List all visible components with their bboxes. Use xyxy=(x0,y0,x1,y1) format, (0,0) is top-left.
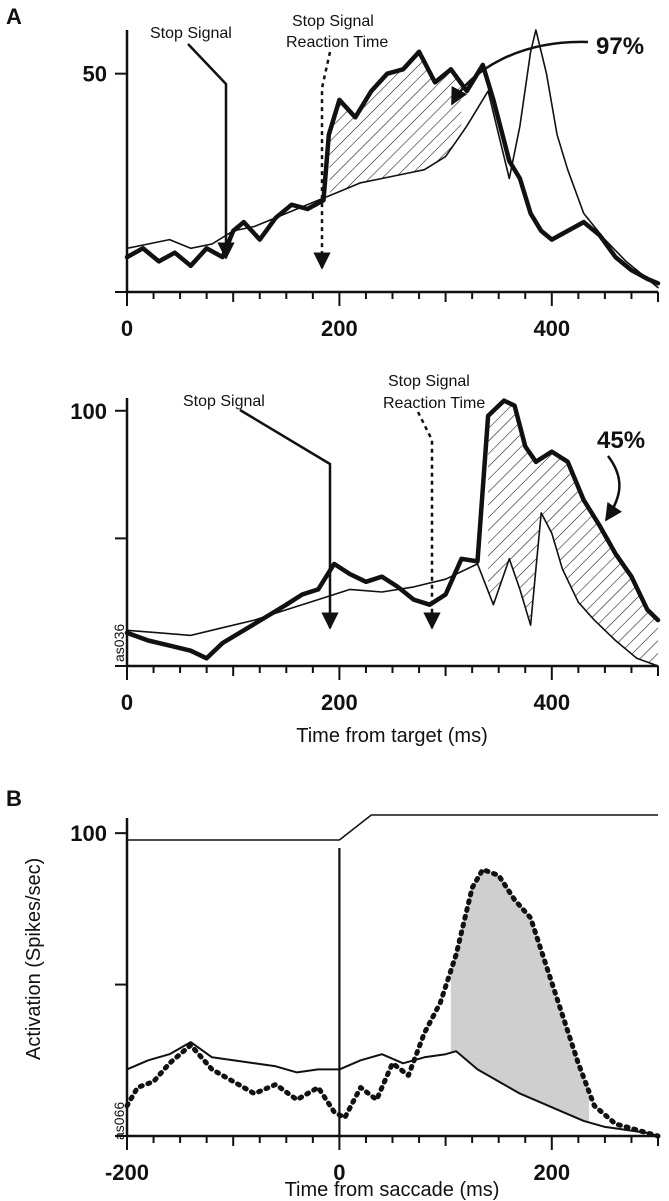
series-line-1 xyxy=(126,1041,659,1137)
percent-arrow xyxy=(604,455,623,522)
x-tick-label: 200 xyxy=(321,690,358,715)
y-tick-label: 100 xyxy=(70,821,107,846)
x-axis-title-b: Time from saccade (ms) xyxy=(285,1179,500,1201)
y-tick-label: 100 xyxy=(70,399,107,424)
panel-label-b: B xyxy=(6,786,22,811)
ssrt-label-a2-line1: Stop Signal xyxy=(388,373,470,390)
series-line-2 xyxy=(124,867,661,1139)
ssrt-arrow xyxy=(416,411,441,630)
shaded-area xyxy=(488,401,658,666)
cell-code-a: as036 xyxy=(111,624,127,662)
percent-label-a2: 45% xyxy=(597,427,645,454)
shaded-area xyxy=(450,869,589,1123)
series-line-2 xyxy=(126,512,659,667)
ssrt-label-a-line1: Stop Signal xyxy=(292,13,374,30)
stop-signal-arrow xyxy=(239,408,339,630)
cell-code-b: as066 xyxy=(111,1102,127,1140)
percent-label-a: 97% xyxy=(596,33,644,60)
y-axis-title-b: Activation (Spikes/sec) xyxy=(23,858,45,1060)
x-tick-label: 200 xyxy=(533,1160,570,1185)
x-tick-label: 400 xyxy=(533,690,570,715)
eye-position-trace xyxy=(127,814,658,841)
x-tick-label: -200 xyxy=(105,1160,149,1185)
percent-arrow xyxy=(450,40,589,106)
x-tick-label: 0 xyxy=(333,1160,345,1185)
chart-a: 0 200 400 50 xyxy=(83,29,661,341)
ssrt-label-a-line2: Reaction Time xyxy=(286,34,388,51)
y-tick-label: 50 xyxy=(83,62,107,87)
x-tick-label: 400 xyxy=(533,316,570,341)
stop-signal-arrow xyxy=(187,43,235,260)
shaded-area xyxy=(328,52,462,196)
chart-a-lower: 0 200 400 100 xyxy=(70,398,661,715)
series-line-2 xyxy=(126,29,659,289)
x-axis-title-a: Time from target (ms) xyxy=(296,725,488,747)
x-tick-label: 0 xyxy=(121,316,133,341)
chart-b: -200 0 200 100 xyxy=(70,814,661,1185)
x-tick-label: 200 xyxy=(321,316,358,341)
series-line-1 xyxy=(124,398,661,661)
stop-signal-label-a: Stop Signal xyxy=(150,25,232,42)
panel-label-a: A xyxy=(6,4,22,29)
ssrt-label-a2-line2: Reaction Time xyxy=(383,395,485,412)
stop-signal-label-a2: Stop Signal xyxy=(183,393,265,410)
x-tick-label: 0 xyxy=(121,690,133,715)
